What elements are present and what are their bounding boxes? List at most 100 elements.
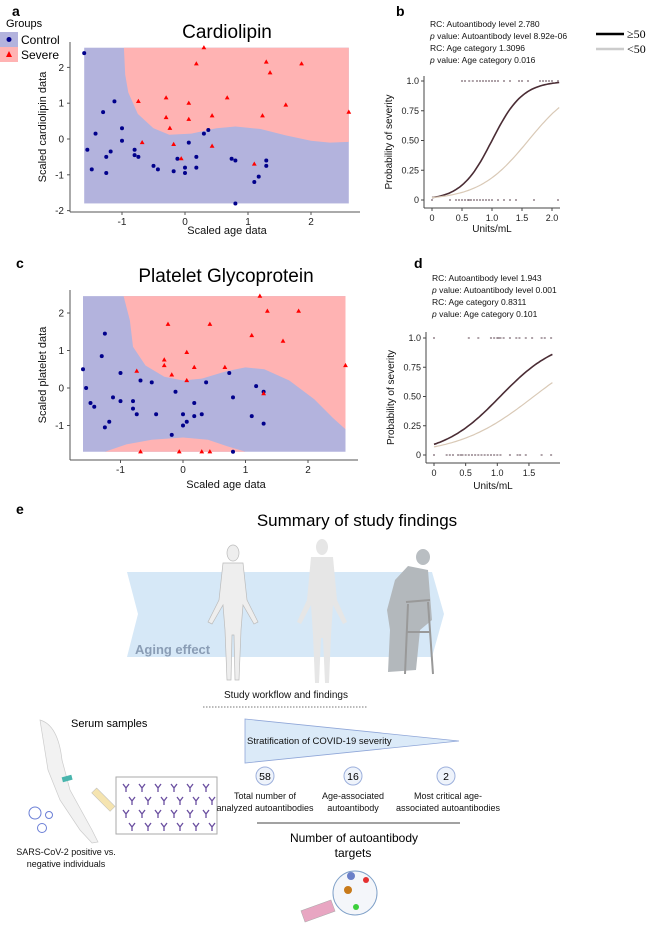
rug-point-control [464, 199, 466, 201]
x-axis-label: Scaled age data [187, 225, 267, 237]
antibody-icon [170, 783, 178, 792]
y-tick-label: -1 [55, 170, 64, 181]
annotation-line: RC: Age category 1.3096 [430, 43, 525, 53]
rug-point-control [524, 454, 527, 456]
rug-point-severe [548, 80, 550, 82]
antibody-icon [176, 796, 184, 805]
legend-severe-label: Severe [21, 48, 59, 62]
rug-point-control [533, 199, 535, 201]
control-point [181, 423, 185, 428]
chart-cardiolipin-logistic: RC: Autoantibody level 2.780 p value: Aut… [384, 19, 567, 235]
y-tick-label: 0.25 [403, 421, 421, 431]
sars-label-line1: SARS-CoV-2 positive vs. [16, 847, 116, 857]
y-tick-label: 1 [58, 346, 64, 357]
targets-label-line2: targets [335, 846, 372, 860]
rug-point-severe [543, 337, 546, 339]
rug-point-control [473, 199, 475, 201]
control-point [175, 156, 180, 161]
severe-point [161, 357, 167, 362]
control-point [136, 154, 141, 159]
count-label-line1: Age-associated [322, 791, 384, 801]
control-point [88, 401, 93, 405]
rug-point-severe [489, 337, 492, 339]
legend-ge50-label: ≥50 [627, 27, 646, 41]
rug-point-control [455, 199, 457, 201]
assay-plate-illustration [300, 870, 378, 923]
severe-point [191, 364, 197, 369]
control-point [186, 140, 191, 145]
count-16: 16 Age-associated autoantibody [322, 766, 384, 813]
control-point [169, 432, 174, 437]
y-tick-label: 0 [416, 450, 421, 460]
rug-point-severe [493, 337, 496, 339]
y-axis-label: Scaled cardiolipin data [37, 71, 49, 183]
annotation-line: RC: Autoantibody level 2.780 [430, 19, 540, 29]
x-tick-label: 0 [180, 465, 186, 476]
y-axis-label: Probability of severity [384, 94, 395, 189]
rug-point-severe [467, 337, 470, 339]
rug-point-control [476, 199, 478, 201]
rug-point-control [448, 454, 451, 456]
rug-point-severe [499, 337, 502, 339]
antibody-icon [202, 783, 210, 792]
rug-point-control [445, 454, 448, 456]
rug-point-severe [539, 80, 541, 82]
control-point [112, 99, 117, 104]
antibody-icon [160, 796, 168, 805]
severe-point [184, 377, 190, 383]
control-point [155, 167, 160, 172]
severe-point [134, 368, 140, 373]
control-point [118, 399, 123, 404]
legend-severe-triangle [6, 51, 12, 57]
rug-point-severe [557, 80, 559, 82]
y-tick-label: 0 [58, 135, 64, 146]
rug-point-severe [479, 80, 481, 82]
control-point [104, 171, 109, 176]
rug-point-control [451, 454, 454, 456]
control-point [120, 138, 124, 143]
rug-point-control [497, 199, 499, 201]
x-tick-label: 1.0 [491, 468, 504, 478]
control-point [111, 395, 115, 400]
count-value: 2 [443, 771, 449, 783]
control-point [131, 406, 135, 411]
control-point [194, 165, 199, 170]
control-point [120, 126, 124, 131]
control-point [93, 131, 98, 136]
x-tick-label: 1.5 [516, 213, 529, 223]
control-point [101, 110, 106, 115]
control-point [154, 412, 159, 417]
count-label-line2: associated autoantibodies [396, 803, 501, 813]
x-tick-label: 1 [243, 465, 249, 476]
x-tick-label: 2.0 [546, 213, 559, 223]
count-2: 2 Most critical age- associated autoanti… [396, 766, 501, 813]
rug-point-severe [485, 80, 487, 82]
rug-point-control [457, 454, 460, 456]
rug-point-control [485, 199, 487, 201]
severe-point [224, 95, 230, 100]
control-point [149, 380, 154, 385]
severe-point [167, 125, 173, 130]
rug-point-severe [551, 80, 553, 82]
rug-point-severe [461, 80, 463, 82]
chart-title: Platelet Glycoprotein [138, 266, 313, 287]
x-tick-label: 2 [305, 465, 311, 476]
rug-point-control [493, 454, 496, 456]
stratification-wedge [244, 718, 460, 764]
rug-point-control [468, 199, 471, 201]
sars-label-line2: negative individuals [27, 859, 106, 869]
antibody-icon [208, 822, 216, 831]
control-point [199, 412, 204, 417]
control-point [85, 147, 90, 152]
control-point [92, 404, 97, 409]
virus-icons [28, 806, 53, 833]
x-axis-label: Units/mL [472, 224, 512, 235]
control-point [206, 128, 211, 133]
antibody-icon [192, 796, 200, 805]
control-point [194, 154, 199, 159]
curve-age-lt50 [433, 382, 553, 448]
severe-point [199, 449, 205, 454]
x-tick-label: 0 [429, 213, 434, 223]
annotation-line: p value: Autoantibody level 0.001 [431, 285, 557, 295]
rug-point-severe [477, 337, 480, 339]
